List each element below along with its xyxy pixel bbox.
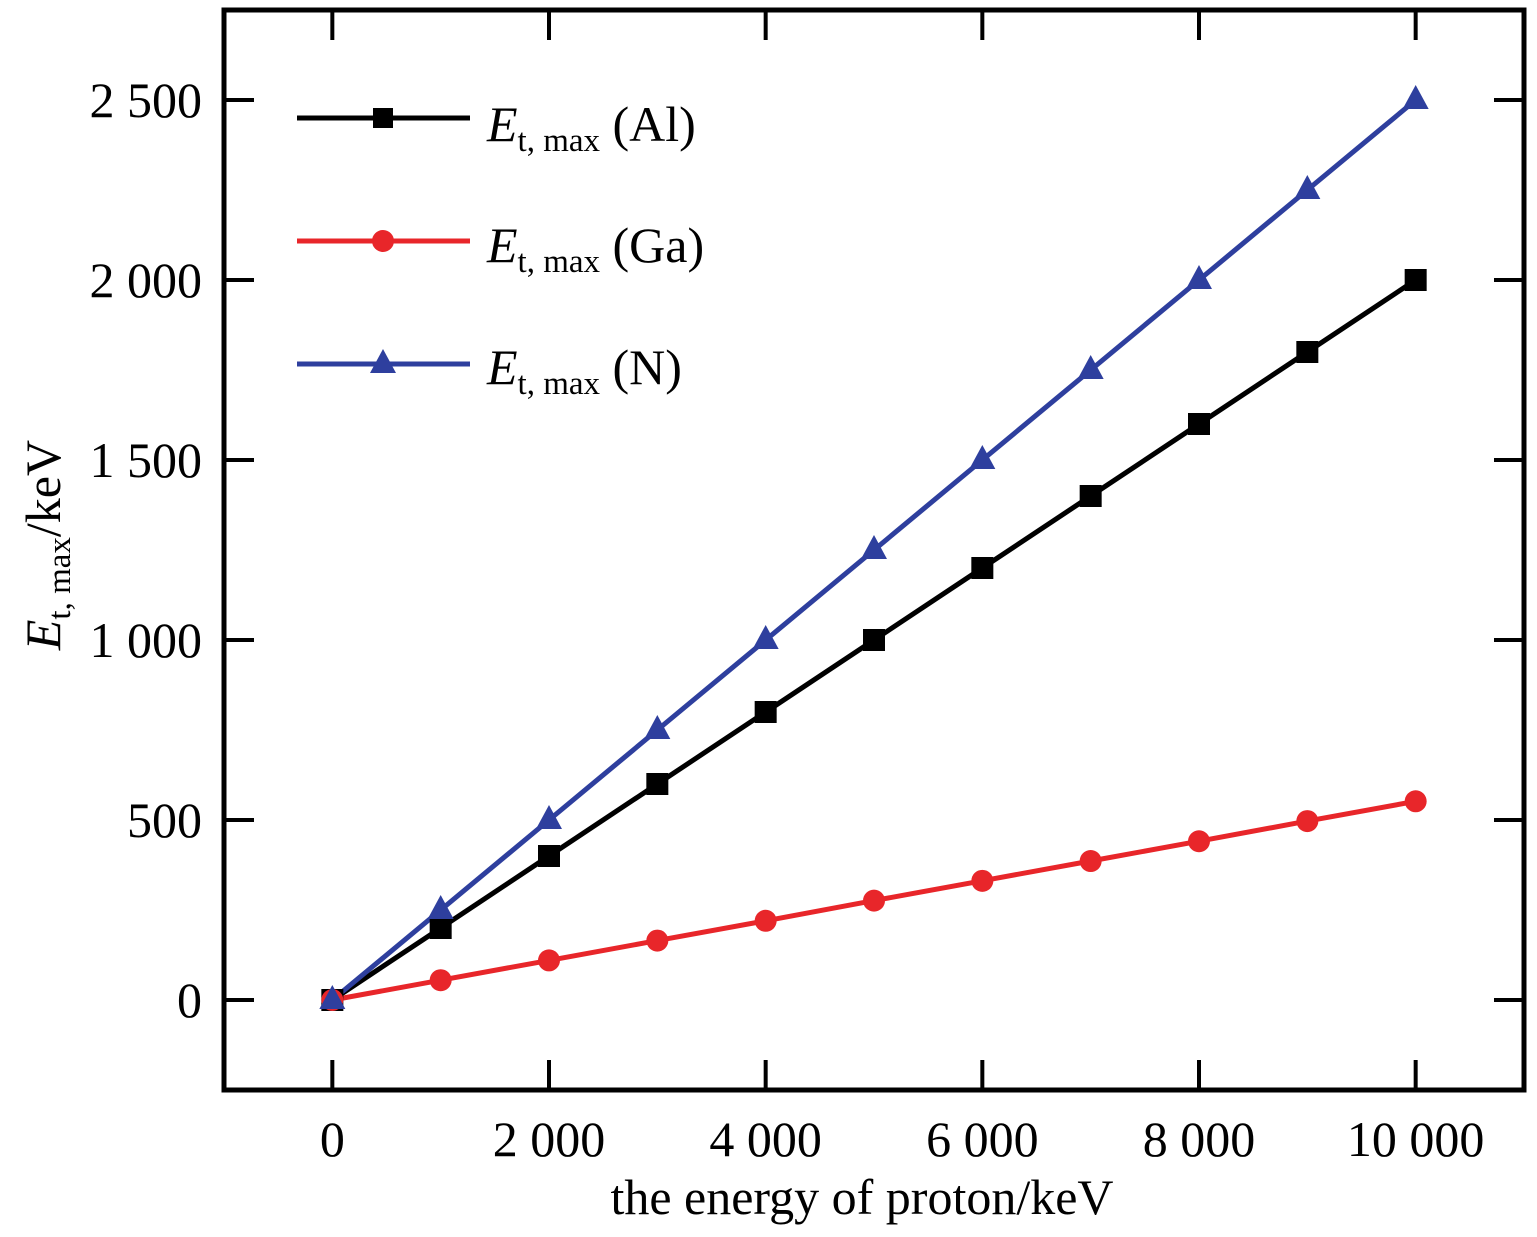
- x-tick-label: 0: [320, 1111, 345, 1167]
- data-point-al: [863, 629, 885, 651]
- data-point-n: [861, 535, 887, 559]
- series-markers: [319, 85, 1429, 1011]
- legend-item-al: Et, max (Al): [297, 96, 696, 159]
- data-point-n: [1077, 355, 1104, 379]
- data-point-al: [1404, 269, 1427, 291]
- legend-label-ga-subscript: t, max: [518, 244, 601, 280]
- legend-label-n-symbol: E: [486, 339, 518, 395]
- legend-label-al: Et, max (Al): [486, 96, 696, 159]
- y-axis-title: Et, max/keV: [15, 440, 78, 651]
- data-point-ga: [1079, 850, 1102, 873]
- x-tick-label: 2 000: [493, 1111, 606, 1167]
- data-point-n: [319, 985, 346, 1009]
- y-tick-label: 500: [127, 792, 202, 848]
- legend-label-al-subscript: t, max: [518, 123, 601, 159]
- legend-marker-n: [370, 349, 396, 373]
- data-point-n: [427, 895, 454, 919]
- data-point-n: [1294, 175, 1321, 199]
- data-point-ga: [754, 909, 777, 932]
- data-point-n: [644, 715, 671, 739]
- legend-item-ga: Et, max (Ga): [297, 217, 704, 280]
- y-axis-title-unit: /keV: [15, 440, 71, 537]
- data-point-al: [754, 701, 777, 723]
- y-axis-title-subscript: t, max: [42, 537, 78, 620]
- data-point-al: [1188, 413, 1210, 435]
- legend-marker-al: [373, 108, 393, 128]
- data-point-ga: [1188, 830, 1210, 853]
- legend-label-n: Et, max (N): [486, 339, 682, 402]
- data-point-al: [971, 557, 994, 579]
- data-point-ga: [971, 869, 994, 892]
- legend-marker-ga: [372, 230, 394, 252]
- x-tick-label: 8 000: [1143, 1111, 1256, 1167]
- legend-label-al-suffix: (Al): [600, 96, 696, 152]
- data-point-n: [752, 625, 779, 649]
- x-tick-label: 6 000: [926, 1111, 1039, 1167]
- legend-label-n-subscript: t, max: [518, 366, 601, 402]
- x-axis-ticks: 0 2 000 4 000 6 000 8 000 10 000: [320, 10, 1485, 1167]
- data-point-al: [646, 773, 669, 795]
- legend-label-al-symbol: E: [486, 96, 518, 152]
- data-point-ga: [1296, 810, 1319, 833]
- legend-label-ga-suffix: (Ga): [600, 217, 704, 273]
- data-point-al: [1079, 485, 1102, 507]
- data-point-ga: [429, 969, 452, 992]
- data-point-al: [429, 917, 452, 939]
- y-tick-label: 0: [177, 972, 202, 1028]
- data-point-ga: [863, 889, 885, 912]
- x-tick-label: 4 000: [709, 1111, 822, 1167]
- y-axis-title-symbol: E: [15, 620, 71, 652]
- y-tick-label: 1 000: [90, 612, 203, 668]
- x-tick-label: 10 000: [1347, 1111, 1485, 1167]
- data-point-n: [1402, 85, 1429, 109]
- plot-frame: [221, 7, 1527, 1093]
- legend-label-ga-symbol: E: [486, 217, 518, 273]
- data-point-n: [1186, 265, 1212, 289]
- data-point-n: [536, 805, 562, 829]
- data-point-n: [969, 445, 996, 469]
- y-tick-label: 2 500: [90, 72, 203, 128]
- x-axis-title: the energy of proton/keV: [610, 1169, 1113, 1225]
- y-tick-label: 2 000: [90, 252, 203, 308]
- data-point-ga: [1404, 790, 1427, 813]
- data-point-al: [538, 845, 560, 867]
- legend-label-n-suffix: (N): [600, 339, 682, 395]
- y-tick-label: 1 500: [90, 432, 203, 488]
- data-point-ga: [646, 929, 669, 952]
- legend: Et, max (Al) Et, max (Ga) Et, max (N): [297, 96, 704, 402]
- legend-item-n: Et, max (N): [297, 339, 682, 402]
- y-axis-ticks: 0 500 1 000 1 500 2 000 2 500: [90, 72, 1524, 1028]
- legend-label-ga: Et, max (Ga): [486, 217, 704, 280]
- data-point-ga: [538, 949, 560, 972]
- data-point-al: [1296, 341, 1319, 363]
